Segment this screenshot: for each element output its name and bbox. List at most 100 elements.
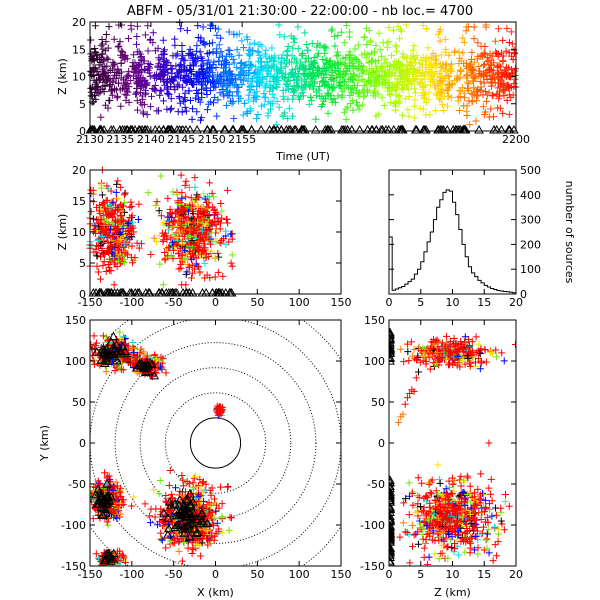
source-point	[122, 227, 130, 235]
station-marker	[256, 124, 266, 134]
source-point	[210, 193, 218, 201]
station-marker	[99, 503, 110, 513]
source-point	[110, 505, 118, 513]
station-marker	[99, 345, 110, 354]
station-marker	[139, 124, 150, 134]
source-point	[498, 349, 506, 357]
source-point	[404, 85, 412, 93]
y-tick-label: -150	[61, 560, 86, 573]
source-point	[364, 88, 372, 96]
source-point	[334, 48, 342, 56]
source-point	[117, 365, 125, 373]
source-point	[457, 67, 465, 75]
source-point	[438, 354, 446, 362]
source-point	[197, 53, 205, 61]
source-point	[109, 65, 117, 73]
source-point	[509, 56, 517, 64]
source-point	[205, 40, 213, 48]
source-point	[403, 340, 411, 348]
source-point	[157, 172, 165, 180]
source-point	[274, 69, 282, 77]
source-point	[425, 96, 433, 104]
source-point	[403, 69, 411, 77]
y-tick-label: 500	[520, 164, 541, 177]
source-point	[93, 55, 101, 63]
station-marker	[179, 528, 190, 537]
source-point	[335, 82, 343, 90]
source-point	[382, 79, 390, 87]
range-ring	[114, 342, 317, 544]
source-point	[500, 357, 508, 365]
source-point	[270, 78, 278, 86]
source-point	[116, 334, 124, 342]
source-point	[476, 350, 484, 358]
source-point	[87, 208, 95, 216]
source-point	[503, 70, 511, 78]
x-tick-label: 2150	[198, 133, 226, 146]
source-point	[205, 199, 213, 207]
source-point	[176, 224, 184, 232]
source-point	[347, 89, 355, 97]
station-marker	[96, 347, 106, 356]
source-point	[284, 47, 292, 55]
source-point	[210, 77, 218, 85]
source-point	[198, 227, 206, 235]
source-point	[159, 36, 167, 44]
source-point	[340, 108, 348, 116]
source-point	[197, 251, 205, 259]
source-point	[115, 564, 117, 566]
source-point	[376, 46, 384, 54]
source-point	[163, 105, 171, 113]
source-point	[375, 29, 383, 37]
source-point	[156, 260, 164, 268]
source-point	[192, 260, 200, 268]
source-point	[182, 77, 190, 85]
source-point	[150, 486, 158, 494]
x-z-panel-marks	[86, 166, 237, 297]
source-point	[242, 71, 250, 79]
source-point	[199, 237, 207, 245]
x-tick-label: 0	[212, 296, 219, 309]
source-point	[188, 250, 196, 258]
station-marker	[178, 524, 188, 533]
x-tick-label: 2145	[167, 133, 195, 146]
source-point	[178, 472, 186, 480]
source-point	[155, 60, 163, 68]
source-point	[284, 43, 292, 51]
source-point	[378, 52, 386, 60]
source-point	[233, 83, 241, 91]
source-point	[303, 40, 311, 48]
source-point	[182, 177, 190, 185]
source-point	[192, 71, 200, 79]
source-point	[187, 50, 195, 58]
source-point	[245, 91, 253, 99]
source-point	[411, 89, 419, 97]
source-point	[173, 534, 181, 542]
source-point	[324, 109, 332, 117]
source-point	[115, 42, 123, 50]
source-point	[157, 212, 165, 220]
source-point	[186, 45, 194, 53]
source-point	[159, 281, 167, 289]
x-tick-label: 2130	[76, 133, 104, 146]
station-marker	[228, 124, 239, 134]
source-point	[481, 108, 489, 116]
source-point	[293, 60, 301, 68]
source-point	[468, 48, 476, 56]
source-point	[99, 332, 107, 340]
source-point	[176, 19, 184, 27]
source-point	[175, 93, 183, 101]
source-point	[164, 194, 172, 202]
source-point	[173, 190, 181, 198]
source-point	[462, 27, 470, 35]
source-point	[322, 78, 330, 86]
source-point	[123, 91, 131, 99]
source-point	[444, 102, 452, 110]
source-point	[178, 251, 186, 259]
source-point	[288, 112, 296, 120]
source-point	[308, 97, 316, 105]
source-point	[103, 54, 111, 62]
source-point	[167, 234, 175, 242]
source-point	[371, 58, 379, 66]
station-marker	[108, 124, 119, 134]
